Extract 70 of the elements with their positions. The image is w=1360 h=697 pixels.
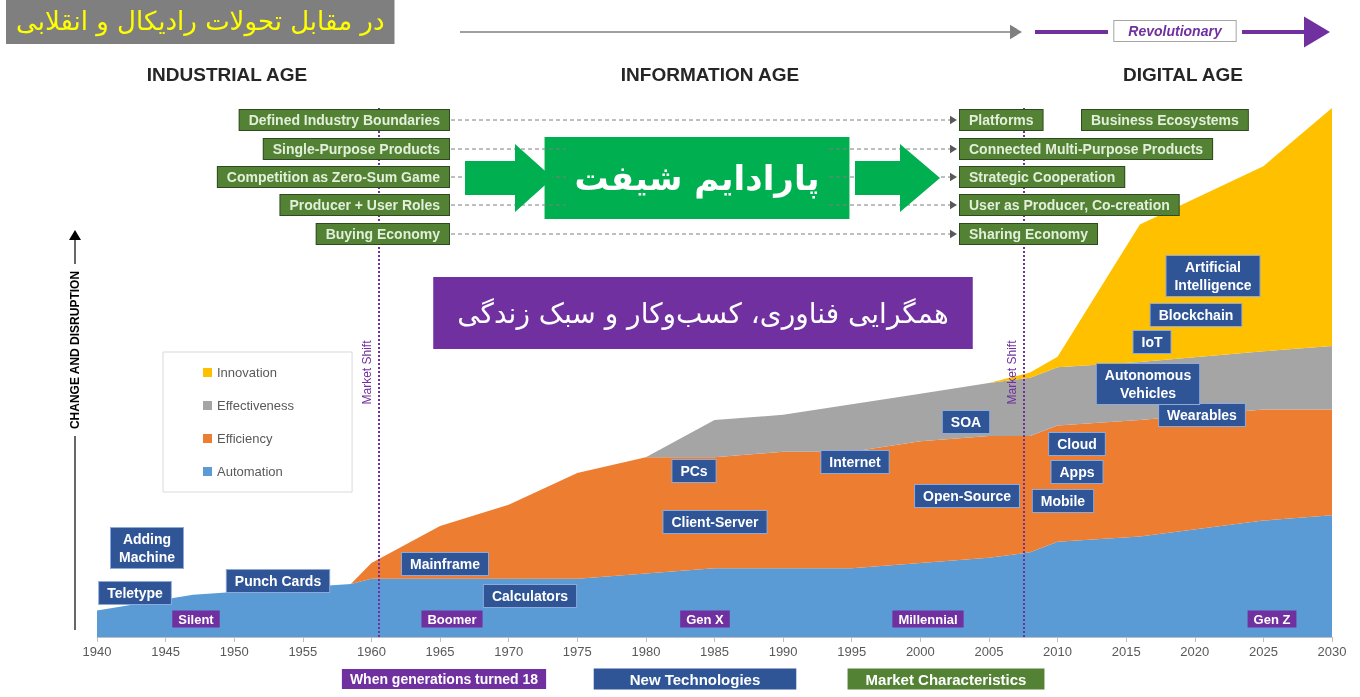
annotation: Adding Machine (118, 531, 176, 565)
annotation: User as Producer, Co-creation (969, 197, 1170, 213)
annotation: Competition as Zero-Sum Game (226, 169, 441, 185)
annotation: Gen X (686, 611, 725, 627)
x-tick-label: 1950 (219, 644, 249, 659)
annotation: Teletype (107, 585, 164, 601)
annotation: Connected Multi-Purpose Products (969, 141, 1204, 157)
x-tick-label: 2005 (974, 644, 1004, 659)
x-tick-label: 1980 (631, 644, 661, 659)
annotation: SOA (950, 414, 982, 430)
x-tick-label: 1945 (151, 644, 181, 659)
annotation: Buying Economy (325, 226, 441, 242)
annotation: Silent (178, 611, 215, 627)
chart-title: در مقابل تحولات رادیکال و انقلابی (16, 6, 385, 37)
x-tick-label: 1940 (82, 644, 112, 659)
annotation: Apps (1059, 464, 1095, 480)
annotation: Punch Cards (234, 573, 322, 589)
text: When generations turned 18 (349, 671, 539, 687)
annotation: Platforms (969, 112, 1034, 128)
annotation: Defined Industry Boundaries (248, 112, 441, 128)
ref-line-label: Market Shift (360, 339, 375, 405)
x-tick-label: 2015 (1111, 644, 1141, 659)
x-tick-label: 2025 (1248, 644, 1278, 659)
y-axis-title: CHANGE AND DISRUPTION (68, 270, 82, 430)
x-tick-label: 1975 (562, 644, 592, 659)
annotation: Strategic Cooperation (969, 169, 1116, 185)
annotation: Blockchain (1158, 307, 1234, 323)
x-tick-label: 1955 (288, 644, 318, 659)
text: INFORMATION AGE (620, 63, 800, 85)
annotation: Cloud (1057, 436, 1097, 452)
annotation: Client-Server (671, 514, 760, 530)
legend-label: Automation (217, 464, 283, 479)
annotation: Single-Purpose Products (272, 141, 441, 157)
annotation: PCs (680, 463, 708, 479)
text: INDUSTRIAL AGE (146, 63, 308, 85)
annotation: Boomer (427, 611, 477, 627)
legend-label: Innovation (217, 365, 277, 380)
x-tick-label: 1990 (768, 644, 798, 659)
x-tick-label: 1970 (494, 644, 524, 659)
text: DIGITAL AGE (1123, 63, 1243, 85)
x-tick-label: 1960 (356, 644, 386, 659)
legend-label: Efficiency (217, 431, 273, 446)
legend-label: Effectiveness (217, 398, 295, 413)
annotation: Autonomous Vehicles (1104, 367, 1192, 401)
text: New Technologies (629, 670, 761, 688)
x-tick-label: 1995 (837, 644, 867, 659)
annotation: Millennial (898, 611, 958, 627)
ref-line-label: Market Shift (1005, 339, 1020, 405)
annotation: Internet (829, 454, 881, 470)
annotation: همگرایی فناوری، کسب‌وکار و سبک زندگی (457, 296, 949, 330)
annotation: IoT (1141, 334, 1163, 350)
x-tick-label: 2030 (1317, 644, 1347, 659)
text: Revolutionary (1128, 23, 1223, 39)
annotation: Mainframe (409, 556, 481, 572)
text: Market Characteristics (865, 670, 1027, 688)
annotation: Producer + User Roles (289, 197, 441, 213)
annotation: Wearables (1167, 407, 1238, 423)
annotation: Business Ecosystems (1091, 112, 1240, 128)
annotation: پارادایم شیفت (574, 158, 820, 199)
x-tick-label: 2010 (1043, 644, 1073, 659)
annotation: Open-Source (923, 488, 1012, 504)
x-tick-label: 1965 (425, 644, 455, 659)
x-tick-label: 2000 (905, 644, 935, 659)
x-tick-label: 2020 (1180, 644, 1210, 659)
annotation: Mobile (1040, 493, 1086, 509)
annotation: Calculators (491, 588, 569, 604)
annotation: Artificial Intelligence (1174, 259, 1252, 293)
annotation: Sharing Economy (969, 226, 1089, 242)
annotation: Gen Z (1253, 611, 1291, 627)
x-tick-label: 1985 (700, 644, 729, 659)
